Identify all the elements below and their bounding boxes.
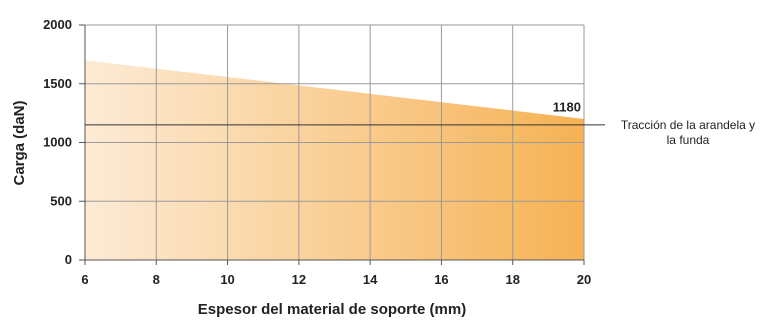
x-tick-label: 12 xyxy=(292,272,306,287)
x-tick-label: 18 xyxy=(505,272,519,287)
x-axis-title: Espesor del material de soporte (mm) xyxy=(198,301,466,318)
x-tick-label: 20 xyxy=(577,272,591,287)
x-tick-label: 8 xyxy=(153,272,160,287)
y-tick-label: 2000 xyxy=(43,17,72,32)
x-tick-label: 16 xyxy=(434,272,448,287)
reference-layer: Tracción de la arandela yla funda xyxy=(85,118,755,147)
reference-line-label: la funda xyxy=(667,133,710,147)
y-tick-label: 0 xyxy=(65,252,72,267)
x-tick-label: 10 xyxy=(220,272,234,287)
x-tick-label: 6 xyxy=(81,272,88,287)
axis-layer xyxy=(79,24,585,265)
y-tick-label: 500 xyxy=(50,193,72,208)
value-annotation: 1180 xyxy=(553,99,581,114)
reference-line-label: Tracción de la arandela y xyxy=(621,118,755,132)
y-tick-label: 1000 xyxy=(43,135,72,150)
y-axis-title: Carga (daN) xyxy=(11,100,28,185)
y-tick-label: 1500 xyxy=(43,76,72,91)
x-tick-label: 14 xyxy=(363,272,378,287)
area-series xyxy=(85,60,584,260)
grid-layer xyxy=(85,24,585,260)
label-layer: 0 500 1000 1500 2000 6 8 10 12 14 16 18 20 1180 xyxy=(43,17,591,287)
area-layer xyxy=(85,60,584,260)
